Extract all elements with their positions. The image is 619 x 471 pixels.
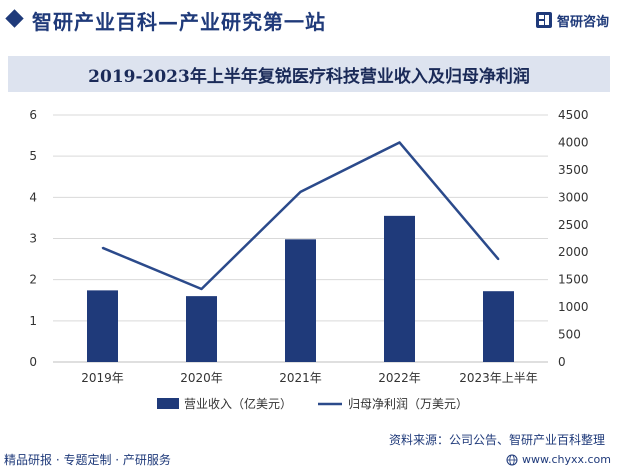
y-right-tick-label: 0 [558,355,566,369]
bar [285,239,316,362]
y-left-tick-label: 4 [29,190,37,204]
y-left-tick-label: 3 [29,232,37,246]
line-point [299,191,302,193]
y-left-tick-label: 6 [29,108,37,122]
x-tick-label: 2023年上半年 [459,371,538,385]
footer: 精品研报 · 专题定制 · 产研服务 资料来源：公司公告、智研产业百科整理 ww… [0,433,619,471]
y-right-tick-label: 3000 [558,190,589,204]
globe-icon [506,454,518,465]
header: 智研产业百科—产业研究第一站 智研咨询 [0,0,619,40]
y-right-tick-label: 2000 [558,245,589,259]
y-right-tick-label: 3500 [558,163,589,177]
line-point [497,258,500,261]
x-tick-label: 2022年 [378,371,421,385]
x-tick-label: 2019年 [81,371,124,385]
y-right-tick-label: 500 [558,328,581,342]
logo-icon [535,12,552,28]
bar [483,291,514,362]
y-right-tick-label: 1000 [558,300,589,314]
bar [384,215,415,362]
footer-services: 精品研报 · 专题定制 · 产研服务 [4,453,171,467]
y-left-tick-label: 5 [29,149,37,163]
x-tick-label: 2021年 [279,371,322,385]
brand-logo[interactable]: 智研咨询 [535,9,609,31]
legend-swatch-bar [157,398,179,409]
y-right-tick-label: 2500 [558,218,589,232]
chart-title-box: 2019-2023年上半年复锐医疗科技营业收入及归母净利润 [8,56,610,92]
y-right-tick-label: 1500 [558,273,589,287]
chart-title: 2019-2023年上半年复锐医疗科技营业收入及归母净利润 [88,66,530,87]
y-left-tick-label: 2 [29,273,37,287]
site-url-text: www.chyxx.com [521,453,611,466]
site-name: 智研产业百科—产业研究第一站 [32,10,326,34]
data-source: 资料来源：公司公告、智研产业百科整理 [388,433,605,447]
bar [186,296,217,362]
x-tick-label: 2020年 [180,371,223,385]
y-right-tick-label: 4500 [558,108,589,122]
legend-label-line: 归母净利润（万美元） [348,397,468,411]
y-left-tick-label: 1 [29,314,37,328]
bar [87,290,118,362]
site-url[interactable]: www.chyxx.com [506,453,611,466]
y-left-tick-label: 0 [29,355,37,369]
logo-text: 智研咨询 [556,14,609,30]
line-point [200,288,203,290]
line-point [101,247,104,249]
line-point [398,141,401,144]
y-right-tick-label: 4000 [558,135,589,149]
legend-label-bar: 营业收入（亿美元） [184,396,292,411]
